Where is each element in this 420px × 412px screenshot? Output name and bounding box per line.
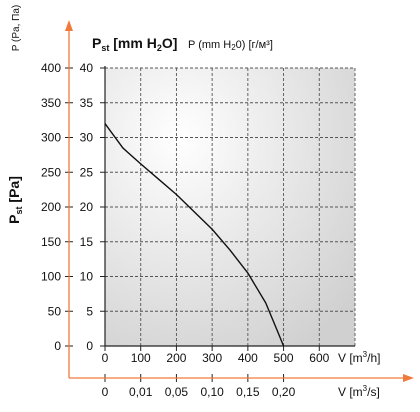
x-axis-label-m3h: V [m3/h] (338, 350, 380, 365)
series-group (104, 123, 285, 347)
y-mm-alt-c: 0) [г/м³] (236, 39, 273, 51)
x-m3s-tick-label: 0,20 (272, 385, 296, 399)
y-mm-tick-label: 15 (80, 235, 94, 249)
y-mm-tick-label: 10 (80, 270, 94, 284)
x-m3s-b: 3 (363, 384, 368, 393)
y-pa-tick-label: 350 (41, 96, 61, 110)
y-mm-sub: st (101, 43, 109, 53)
y-mm-tick-label: 5 (86, 304, 93, 318)
x-m3h-b: 3 (363, 350, 368, 359)
y-mm-main: P (92, 35, 101, 51)
y-axis-arrow-head (65, 20, 73, 31)
y-mm-tick-label: 35 (80, 96, 94, 110)
y-pa-tick-label: 0 (54, 339, 61, 353)
y-mm-tick-label: 25 (80, 165, 94, 179)
x-m3h-a: V [m (338, 351, 363, 365)
y-mm-alt-a: P (mm H (188, 39, 231, 51)
y-mm-unit-b: 2 (157, 43, 162, 53)
x-m3s-tick-label: 0 (102, 385, 109, 399)
y-mm-unit-c: O] (162, 35, 178, 51)
y-mm-tick-label: 20 (80, 200, 94, 214)
x-m3s-c: /s] (367, 385, 380, 399)
x-m3h-tick-label: 200 (166, 351, 186, 365)
x-axis-arrow-head (403, 374, 414, 382)
y-pa-tick-label: 250 (41, 165, 61, 179)
y-pa-tick-label: 50 (48, 304, 62, 318)
y-pa-tick-label: 150 (41, 235, 61, 249)
x-m3s-a: V [m (338, 385, 363, 399)
x-m3h-c: /h] (367, 351, 380, 365)
y-mm-tick-label: 40 (80, 61, 94, 75)
y-pa-tick-label: 100 (41, 270, 61, 284)
performance-curve (104, 123, 285, 347)
x-m3h-tick-label: 600 (309, 351, 329, 365)
y-pa-sub: st (14, 206, 24, 214)
y-pa-tick-label: 400 (41, 61, 61, 75)
y-mm-tick-label: 30 (80, 131, 94, 145)
y-mm-unit-a: [mm H (109, 35, 156, 51)
x-m3s-tick-label: 0,15 (236, 385, 260, 399)
x-m3s-tick-label: 0,01 (129, 385, 153, 399)
grid (105, 67, 356, 346)
y-pa-tick-label: 200 (41, 200, 61, 214)
y-pa-main: P (6, 215, 22, 224)
y-axis-alt-label-mmh2o: P (mm H20) [г/м³] (188, 39, 273, 52)
x-m3s-tick-label: 0,05 (165, 385, 189, 399)
tick-labels: 0501001502002503003504000510152025303540… (41, 61, 330, 399)
y-pa-unit: [Pa] (6, 176, 22, 206)
y-axis-label-mmh2o: Pst [mm H2O] (92, 35, 177, 53)
y-axis-label-pa: Pst [Pa] (6, 176, 24, 224)
x-m3h-tick-label: 500 (274, 351, 294, 365)
y-axis-alt-label-pa: P (Pa, Па) (11, 5, 22, 51)
y-pa-tick-label: 300 (41, 131, 61, 145)
y-mm-tick-label: 0 (86, 339, 93, 353)
x-m3h-tick-label: 100 (131, 351, 151, 365)
x-m3h-tick-label: 400 (238, 351, 258, 365)
x-m3h-tick-label: 300 (202, 351, 222, 365)
x-axis-label-m3s: V [m3/s] (338, 384, 380, 399)
y-mm-alt-b: 2 (231, 43, 236, 52)
x-m3h-tick-label: 0 (102, 351, 109, 365)
axes (104, 66, 355, 347)
x-m3s-tick-label: 0,10 (200, 385, 224, 399)
